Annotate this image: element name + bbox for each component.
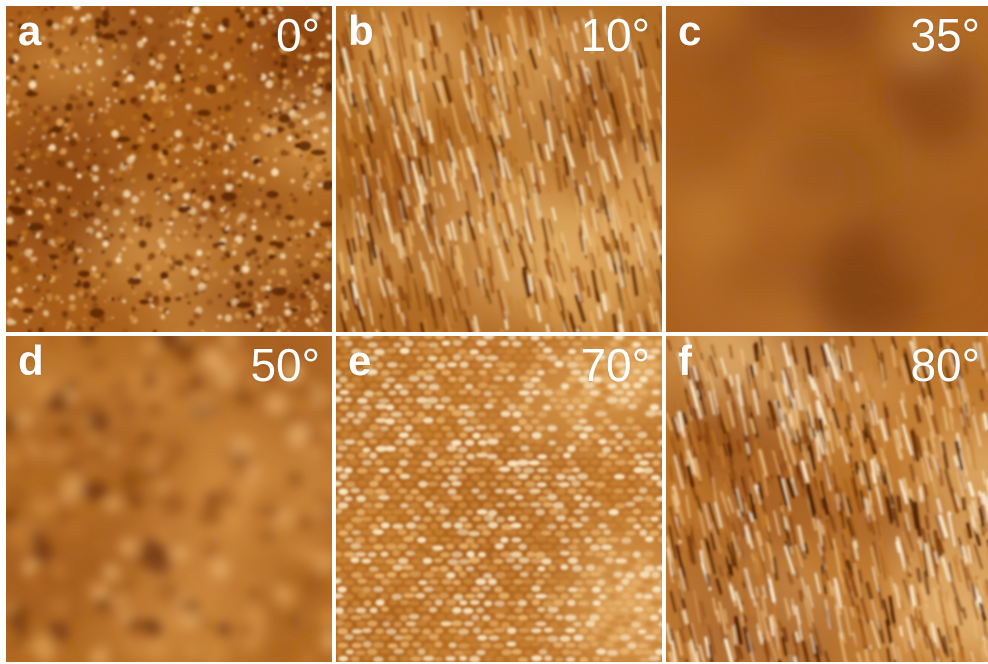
panel-letter: d <box>18 337 44 384</box>
panel-d: d 50° <box>6 336 332 662</box>
panel-b: b 10° <box>336 6 662 332</box>
panel-angle: 70° <box>580 339 650 391</box>
panel-c: c 35° <box>666 6 988 332</box>
panel-letter: a <box>18 7 42 54</box>
panel-a: a 0° <box>6 6 332 332</box>
panel-angle: 0° <box>276 9 320 61</box>
afm-texture <box>666 336 988 662</box>
panel-angle: 35° <box>910 9 980 61</box>
afm-texture <box>666 6 988 332</box>
panel-letter: c <box>678 7 702 54</box>
afm-texture <box>336 6 662 332</box>
afm-texture <box>336 336 662 662</box>
panel-angle: 80° <box>910 339 980 391</box>
afm-texture <box>6 336 332 662</box>
panel-angle: 10° <box>580 9 650 61</box>
panel-letter: b <box>348 7 374 54</box>
panel-f: f 80° <box>666 336 988 662</box>
panel-e: e 70° <box>336 336 662 662</box>
panel-letter: e <box>348 337 372 384</box>
afm-figure: a 0° b 10° c 35° d 50° e 70° f 80° <box>6 6 988 664</box>
panel-letter: f <box>678 337 692 384</box>
panel-angle: 50° <box>250 339 320 391</box>
afm-texture <box>6 6 332 332</box>
